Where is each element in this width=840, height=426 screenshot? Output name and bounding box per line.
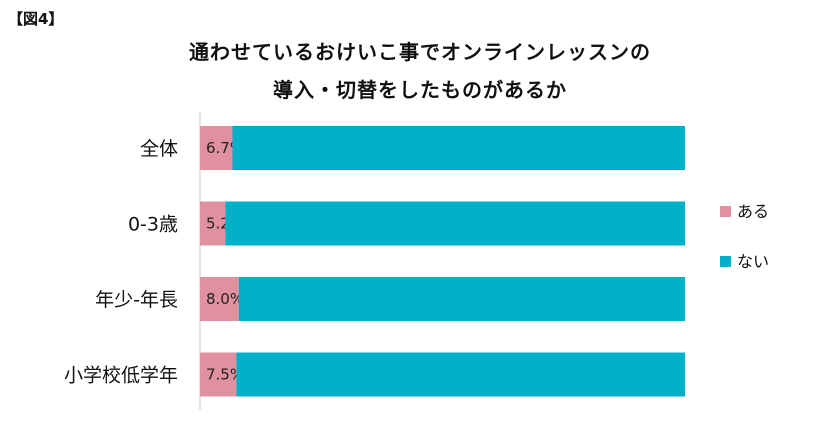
data-label-3: 7.5%	[206, 366, 244, 384]
category-label-0: 全体	[140, 138, 178, 160]
category-label-2: 年少-年長	[95, 289, 178, 311]
bar-aru-2	[200, 277, 239, 321]
bar-aru-1	[200, 201, 226, 246]
bar-nai-1	[225, 201, 685, 246]
legend-label-1: ない	[737, 252, 769, 271]
bar-nai-0	[232, 126, 685, 170]
category-label-3: 小学校低学年	[64, 365, 178, 387]
figure-label: 【図4】	[8, 10, 64, 28]
bar-nai-3	[236, 352, 685, 397]
legend-label-0: ある	[737, 202, 769, 221]
bar-aru-0	[200, 126, 233, 170]
legend-swatch-1	[720, 256, 731, 267]
data-label-2: 8.0%	[206, 290, 244, 308]
category-label-1: 0-3歳	[128, 214, 178, 236]
legend-swatch-0	[720, 206, 731, 217]
bar-nai-2	[238, 277, 686, 321]
bar-aru-3	[200, 352, 237, 397]
chart-title-line-1: 通わせているおけいこ事でオンラインレッスンの	[189, 40, 651, 64]
chart-title-line-2: 導入・切替をしたものがあるか	[273, 78, 567, 102]
